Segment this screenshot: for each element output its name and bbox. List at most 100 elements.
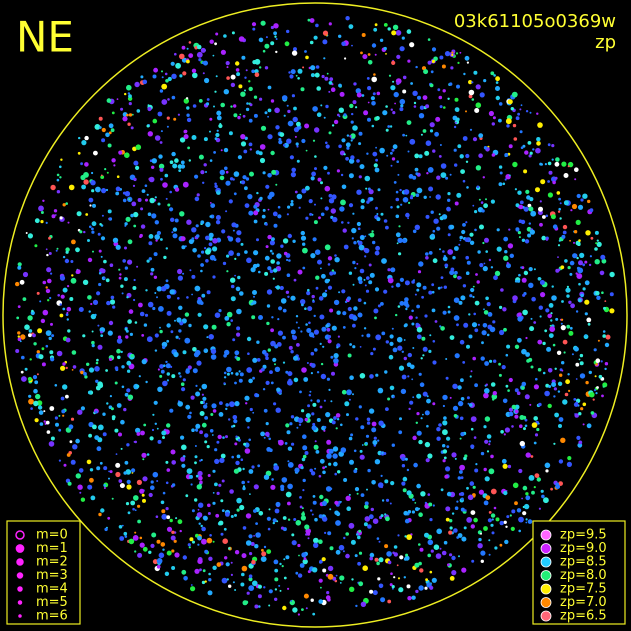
star xyxy=(468,334,473,339)
star xyxy=(311,412,315,416)
star xyxy=(498,182,503,187)
star xyxy=(409,400,414,405)
star xyxy=(306,532,311,536)
star xyxy=(214,184,218,189)
star xyxy=(396,336,403,343)
star xyxy=(290,69,296,75)
star xyxy=(171,549,175,553)
star xyxy=(456,500,459,503)
star xyxy=(80,162,83,166)
star xyxy=(182,181,189,188)
zp-label: zp=7.0 xyxy=(560,595,607,610)
star xyxy=(414,562,420,568)
magnitude-marker xyxy=(18,614,22,618)
star xyxy=(575,272,578,275)
star xyxy=(186,468,193,474)
star xyxy=(557,210,561,213)
star xyxy=(439,55,444,60)
star xyxy=(263,474,270,480)
star xyxy=(326,327,331,332)
star xyxy=(537,367,542,372)
star xyxy=(447,233,451,237)
star xyxy=(514,414,519,419)
star xyxy=(596,241,602,247)
star xyxy=(194,174,199,179)
star xyxy=(169,289,175,295)
star xyxy=(418,261,424,267)
star xyxy=(124,460,129,465)
star xyxy=(97,344,103,350)
star xyxy=(318,599,324,604)
star xyxy=(385,516,390,522)
star xyxy=(234,350,240,356)
star xyxy=(331,124,335,127)
star xyxy=(537,122,543,128)
star xyxy=(126,296,129,299)
star xyxy=(63,463,67,467)
star xyxy=(48,336,52,341)
star xyxy=(47,299,50,302)
star xyxy=(364,284,367,287)
star xyxy=(483,308,485,311)
star xyxy=(185,404,191,410)
star xyxy=(257,594,262,599)
star xyxy=(32,375,38,380)
star xyxy=(62,414,65,417)
star xyxy=(170,217,175,222)
star xyxy=(270,150,275,156)
star xyxy=(584,334,587,337)
zp-label: zp=8.0 xyxy=(560,568,607,583)
star xyxy=(453,274,457,279)
star xyxy=(539,162,543,166)
star xyxy=(160,542,166,547)
star xyxy=(177,297,180,300)
star xyxy=(369,272,375,278)
star xyxy=(333,353,339,359)
star xyxy=(544,462,551,469)
star xyxy=(443,540,448,545)
star xyxy=(91,230,95,234)
star xyxy=(283,558,286,561)
star xyxy=(270,484,276,490)
star xyxy=(214,137,218,141)
star xyxy=(604,367,607,371)
star xyxy=(401,350,404,353)
star xyxy=(62,362,66,366)
star xyxy=(235,460,240,466)
star xyxy=(236,508,240,512)
star xyxy=(403,557,408,561)
star xyxy=(424,532,429,538)
star xyxy=(148,550,152,554)
star xyxy=(536,477,541,482)
star xyxy=(302,489,305,492)
star xyxy=(475,84,481,90)
star xyxy=(391,443,395,447)
star xyxy=(596,386,599,389)
star xyxy=(258,270,261,274)
star xyxy=(297,613,300,616)
star xyxy=(302,247,308,254)
star xyxy=(146,124,150,128)
star xyxy=(420,357,423,360)
star xyxy=(126,479,131,484)
star xyxy=(539,315,542,318)
star xyxy=(560,322,563,325)
star xyxy=(216,110,222,116)
star xyxy=(313,537,319,544)
star xyxy=(287,460,290,463)
star xyxy=(531,296,536,302)
star xyxy=(427,539,434,546)
star xyxy=(267,115,269,118)
star xyxy=(264,431,270,437)
star xyxy=(290,295,296,301)
star xyxy=(116,98,119,100)
star xyxy=(390,164,393,167)
star xyxy=(518,219,523,223)
star xyxy=(423,69,429,75)
star xyxy=(130,213,134,218)
star xyxy=(172,163,178,169)
star xyxy=(309,390,312,393)
star xyxy=(83,179,89,185)
star xyxy=(101,214,104,217)
star xyxy=(565,379,570,385)
